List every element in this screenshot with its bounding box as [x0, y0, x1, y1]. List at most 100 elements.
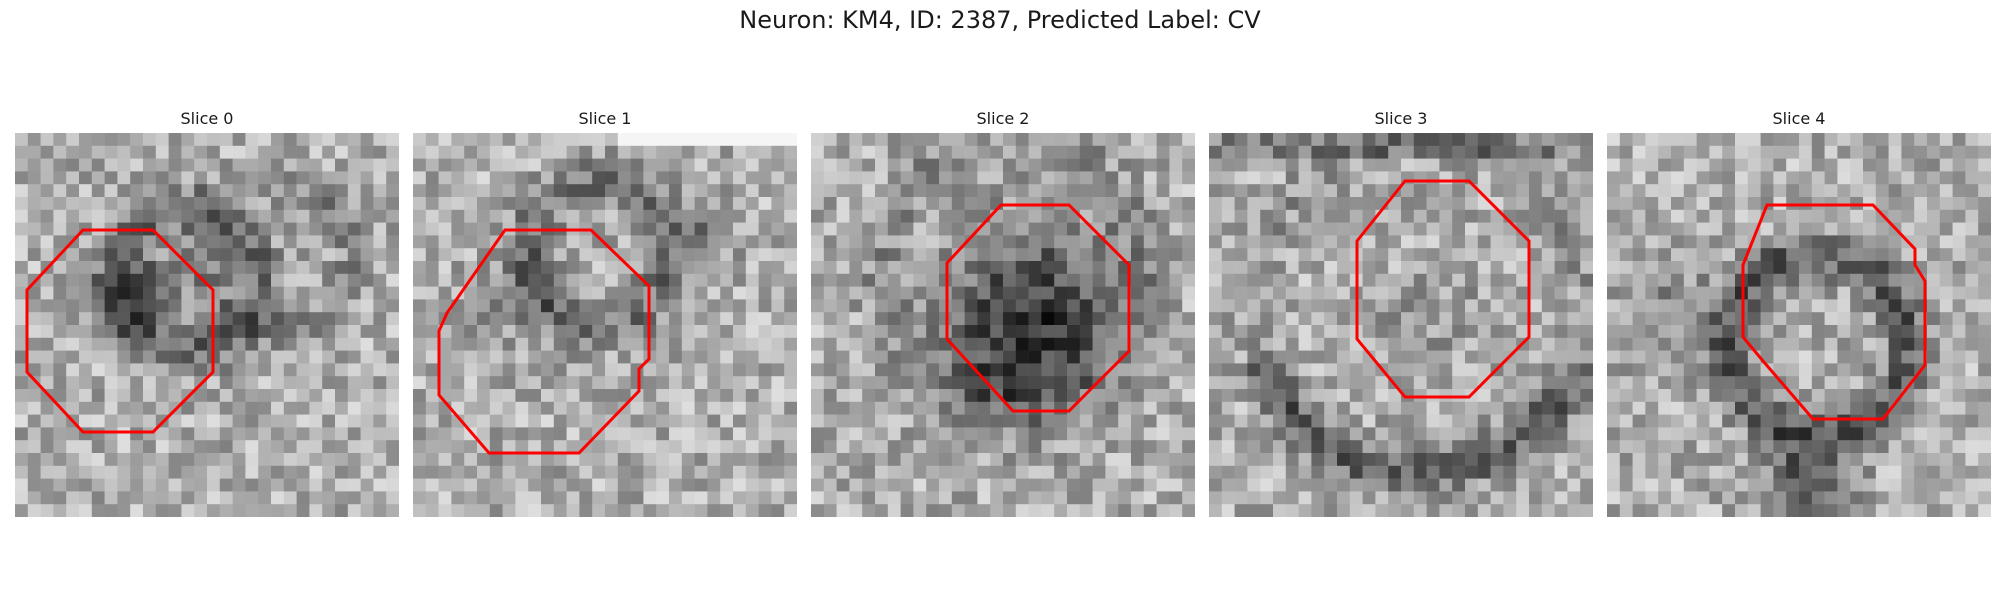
pixel	[811, 337, 825, 351]
pixel	[1863, 209, 1877, 223]
pixel	[322, 389, 336, 403]
pixel	[977, 299, 991, 313]
pixel	[1619, 350, 1633, 364]
pixel	[528, 465, 542, 479]
pixel	[875, 197, 889, 211]
pixel	[528, 158, 542, 172]
pixel	[1285, 248, 1299, 262]
pixel	[373, 197, 387, 211]
pixel	[656, 184, 670, 198]
pixel	[1696, 273, 1710, 287]
pixel	[1311, 184, 1325, 198]
pixel	[335, 299, 349, 313]
pixel	[219, 478, 233, 492]
pixel	[566, 273, 580, 287]
pixel	[1452, 491, 1466, 505]
pixel	[1054, 248, 1068, 262]
pixel	[926, 363, 940, 377]
pixel	[1477, 414, 1491, 428]
pixel	[1092, 312, 1106, 326]
pixel	[1426, 222, 1440, 236]
pixel	[862, 337, 876, 351]
pixel	[322, 209, 336, 223]
pixel	[347, 350, 361, 364]
pixel	[1285, 504, 1299, 517]
pixel	[913, 337, 927, 351]
pixel	[181, 299, 195, 313]
pixel	[15, 312, 29, 326]
pixel	[926, 158, 940, 172]
pixel	[745, 478, 759, 492]
pixel	[990, 299, 1004, 313]
pixel	[758, 222, 772, 236]
pixel	[707, 401, 721, 415]
pixel	[91, 286, 105, 300]
pixel	[1182, 389, 1195, 403]
pixel	[117, 414, 131, 428]
pixel	[1952, 478, 1966, 492]
pixel	[1028, 337, 1042, 351]
pixel	[977, 325, 991, 339]
pixel	[258, 337, 272, 351]
pixel	[1477, 401, 1491, 415]
pixel	[1722, 248, 1736, 262]
pixel	[1015, 222, 1029, 236]
pixel	[1426, 286, 1440, 300]
pixel	[617, 286, 631, 300]
pixel	[1799, 235, 1813, 249]
pixel	[1015, 325, 1029, 339]
pixel	[1349, 197, 1363, 211]
pixel	[669, 401, 683, 415]
pixel	[1619, 401, 1633, 415]
pixel	[579, 145, 593, 159]
pixel	[335, 504, 349, 517]
pixel	[1927, 197, 1941, 211]
pixel	[232, 453, 246, 467]
pixel	[489, 401, 503, 415]
pixel	[309, 145, 323, 159]
pixel	[811, 504, 825, 517]
pixel	[707, 350, 721, 364]
pixel	[1041, 273, 1055, 287]
pixel	[66, 197, 80, 211]
pixel	[91, 389, 105, 403]
pixel	[1554, 158, 1568, 172]
pixel	[784, 363, 797, 377]
pixel	[1324, 337, 1338, 351]
pixel	[53, 337, 67, 351]
pixel	[1939, 209, 1953, 223]
pixel	[15, 184, 29, 198]
pixel	[951, 414, 965, 428]
pixel	[528, 389, 542, 403]
pixel	[1773, 465, 1787, 479]
pixel	[322, 184, 336, 198]
pixel	[1209, 222, 1223, 236]
pixel	[1901, 312, 1915, 326]
pixel	[451, 478, 465, 492]
pixel	[347, 222, 361, 236]
pixel	[117, 440, 131, 454]
pixel	[413, 504, 427, 517]
pixel	[1541, 376, 1555, 390]
pixel	[1273, 209, 1287, 223]
pixel	[1221, 299, 1235, 313]
pixel	[579, 248, 593, 262]
pixel	[1645, 440, 1659, 454]
pixel	[1169, 235, 1183, 249]
pixel	[592, 478, 606, 492]
pixel	[1452, 273, 1466, 287]
pixel	[1169, 286, 1183, 300]
pixel	[1658, 299, 1672, 313]
pixel	[413, 453, 427, 467]
pixel	[360, 337, 374, 351]
pixel	[771, 453, 785, 467]
pixel	[40, 376, 54, 390]
pixel	[245, 478, 259, 492]
pixel	[1580, 145, 1593, 159]
pixel	[1850, 427, 1864, 441]
pixel	[1619, 376, 1633, 390]
pixel	[232, 337, 246, 351]
pixel	[630, 325, 644, 339]
pixel	[1516, 171, 1530, 185]
pixel	[1118, 389, 1132, 403]
